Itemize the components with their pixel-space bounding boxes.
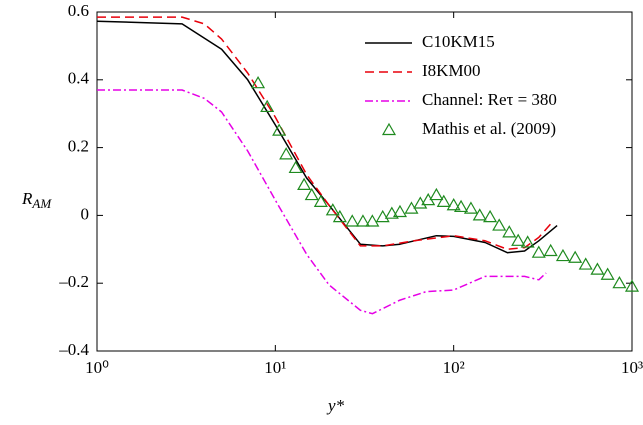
x-tick-label: 10¹ — [264, 358, 286, 377]
marker — [332, 209, 347, 223]
marker — [392, 204, 408, 218]
marker — [251, 75, 266, 89]
marker — [600, 267, 615, 280]
marker — [492, 218, 507, 231]
series-line — [97, 16, 552, 251]
marker — [454, 199, 469, 213]
marker — [304, 187, 319, 201]
y-tick-label: –0.4 — [58, 340, 89, 359]
marker — [578, 257, 593, 270]
marker — [502, 225, 517, 238]
legend-label: Mathis et al. (2009) — [422, 119, 556, 138]
plot-frame — [96, 11, 633, 352]
marker — [355, 214, 370, 227]
x-axis-label: y* — [326, 396, 345, 415]
marker — [429, 187, 444, 201]
y-axis-label: RAM — [21, 189, 52, 211]
marker — [568, 250, 583, 263]
marker — [384, 206, 399, 219]
marker — [297, 177, 312, 190]
series-line — [97, 89, 547, 315]
marker — [413, 196, 428, 209]
marker — [260, 99, 275, 113]
marker — [288, 160, 303, 174]
legend-label: Channel: Reτ = 380 — [422, 90, 557, 109]
marker — [520, 235, 535, 248]
marker — [483, 209, 498, 223]
marker — [463, 201, 478, 214]
y-tick-label: 0.6 — [68, 1, 89, 20]
y-axis-label-sub: AM — [31, 196, 52, 211]
marker — [313, 194, 328, 207]
legend-marker — [381, 122, 397, 136]
marker — [531, 245, 546, 258]
y-tick-label: 0.4 — [68, 69, 90, 88]
x-tick-label: 10⁰ — [85, 358, 109, 377]
marker — [624, 279, 640, 292]
marker — [446, 198, 461, 211]
x-tick-label: 10³ — [621, 358, 643, 377]
marker — [375, 209, 390, 223]
marker — [345, 214, 360, 227]
y-tick-label: –0.2 — [58, 272, 89, 291]
marker — [511, 233, 526, 246]
marker — [472, 208, 487, 221]
marker — [279, 147, 294, 160]
legend-label: I8KM00 — [422, 61, 481, 80]
marker — [590, 262, 605, 275]
marker — [272, 123, 287, 136]
series-line — [96, 20, 558, 254]
y-axis-label-main: R — [21, 189, 33, 208]
legend-label: C10KM15 — [422, 32, 495, 51]
marker — [325, 203, 340, 216]
marker — [543, 243, 558, 257]
marker — [436, 194, 451, 207]
x-tick-label: 10² — [443, 358, 465, 377]
y-tick-label: 0.2 — [68, 137, 89, 156]
marker — [555, 248, 570, 262]
marker — [365, 214, 380, 227]
marker — [612, 275, 627, 289]
y-tick-label: 0 — [81, 204, 90, 223]
